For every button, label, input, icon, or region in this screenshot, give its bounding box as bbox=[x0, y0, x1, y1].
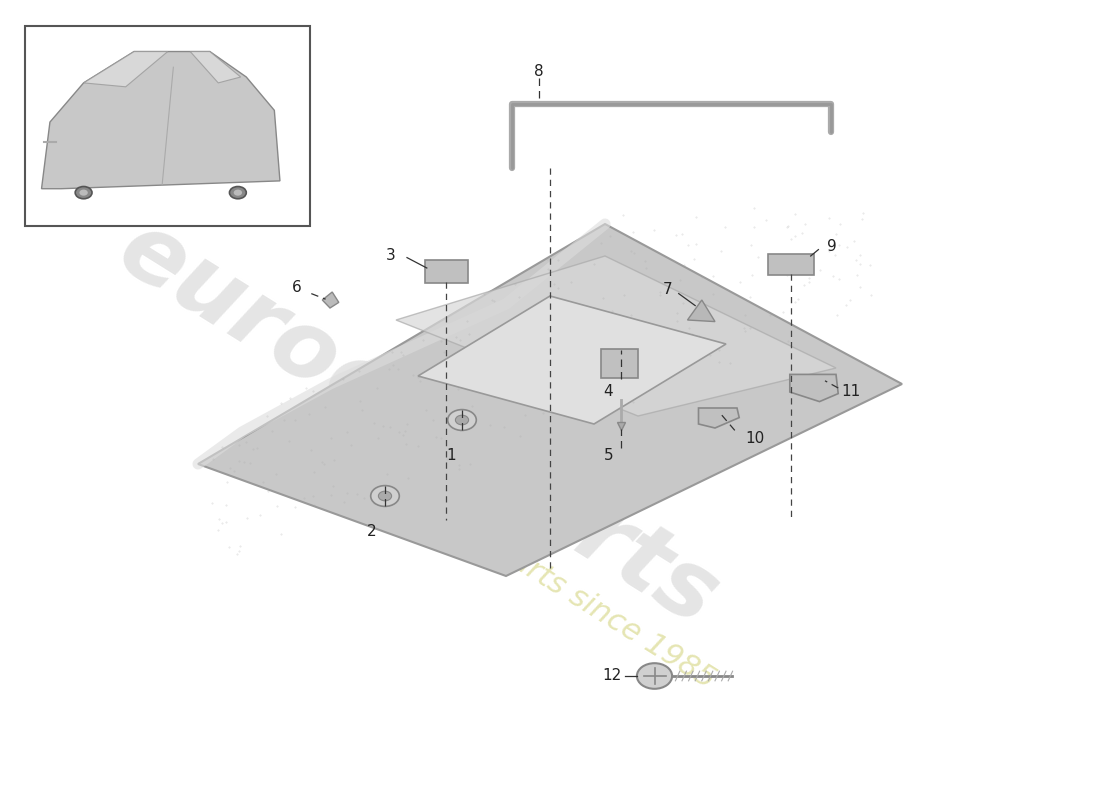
Polygon shape bbox=[698, 408, 739, 428]
Circle shape bbox=[79, 190, 88, 196]
Polygon shape bbox=[84, 51, 167, 87]
Text: 10: 10 bbox=[745, 431, 764, 446]
Circle shape bbox=[371, 486, 399, 506]
FancyBboxPatch shape bbox=[601, 349, 638, 378]
Text: 2: 2 bbox=[367, 524, 376, 538]
Text: 1: 1 bbox=[447, 449, 455, 463]
Text: 7: 7 bbox=[663, 282, 672, 297]
Circle shape bbox=[455, 415, 469, 425]
Polygon shape bbox=[688, 300, 715, 322]
Text: 4: 4 bbox=[604, 385, 613, 399]
Text: 9: 9 bbox=[827, 239, 836, 254]
Polygon shape bbox=[396, 256, 836, 416]
Circle shape bbox=[75, 186, 92, 198]
FancyBboxPatch shape bbox=[25, 26, 310, 226]
Text: eurocarparts: eurocarparts bbox=[101, 202, 735, 646]
Text: 6: 6 bbox=[293, 281, 301, 295]
Polygon shape bbox=[322, 292, 339, 308]
FancyBboxPatch shape bbox=[425, 260, 468, 283]
Text: 3: 3 bbox=[386, 249, 395, 263]
Polygon shape bbox=[190, 51, 241, 83]
Circle shape bbox=[378, 491, 392, 501]
Circle shape bbox=[230, 186, 246, 198]
FancyBboxPatch shape bbox=[768, 254, 814, 275]
Polygon shape bbox=[198, 224, 902, 576]
Circle shape bbox=[637, 663, 672, 689]
Polygon shape bbox=[790, 374, 838, 402]
Text: a passion for parts since 1985: a passion for parts since 1985 bbox=[314, 426, 720, 694]
Circle shape bbox=[448, 410, 476, 430]
Polygon shape bbox=[42, 51, 279, 189]
Text: 12: 12 bbox=[602, 669, 621, 683]
Text: 11: 11 bbox=[842, 385, 861, 399]
Polygon shape bbox=[418, 296, 726, 424]
Text: 8: 8 bbox=[535, 65, 543, 79]
Text: 5: 5 bbox=[604, 449, 613, 463]
Circle shape bbox=[233, 190, 242, 196]
